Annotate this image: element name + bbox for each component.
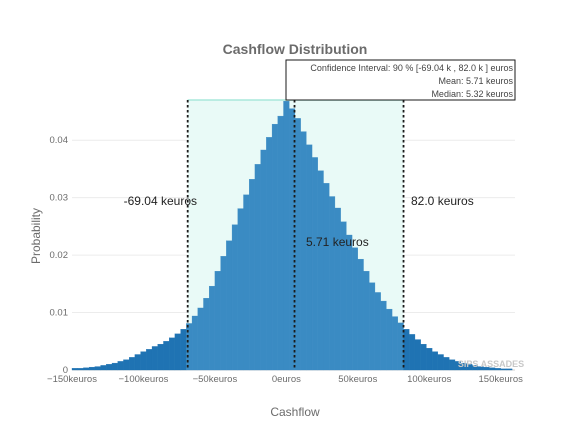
histogram-bar (506, 368, 513, 371)
histogram-bar (129, 357, 136, 371)
histogram-bar (391, 316, 398, 371)
histogram-bar (140, 351, 147, 371)
histogram-bar (420, 343, 427, 371)
histogram-bar (77, 368, 84, 371)
histogram-bar (277, 115, 284, 371)
histogram-bar (426, 348, 433, 371)
histogram-bar (351, 247, 358, 371)
mean-label: 5.71 keuros (306, 235, 369, 249)
histogram-bar (106, 364, 113, 371)
histogram-bar (363, 271, 370, 371)
histogram-bar (317, 170, 324, 371)
info-mean: Mean: 5.71 keuros (438, 76, 513, 86)
y-tick-label: 0.01 (50, 308, 69, 319)
x-tick-label: 100keuros (407, 374, 452, 385)
histogram-bar (283, 100, 290, 371)
histogram-bar (271, 123, 278, 371)
histogram-bar (220, 256, 227, 371)
histogram-bar (117, 361, 124, 371)
x-axis-ticks: −150keuros −100keuros −50keuros 0euros 50keu… (47, 374, 523, 385)
histogram-bar (191, 315, 198, 371)
x-tick-label: 150keuros (479, 374, 524, 385)
histogram-bar (243, 194, 250, 371)
histogram-bar (71, 368, 78, 371)
y-axis-ticks: 0 0.01 0.02 0.03 0.04 (50, 135, 69, 376)
histogram-bar (266, 137, 273, 371)
histogram-bar (374, 292, 381, 371)
x-tick-label: −100keuros (118, 374, 168, 385)
y-tick-label: 0.02 (50, 250, 69, 261)
histogram-bar (334, 207, 341, 371)
histogram-bar (369, 282, 376, 371)
histogram-bar (231, 224, 238, 371)
histogram-bar (134, 354, 141, 371)
histogram-bar (94, 366, 101, 371)
x-tick-label: −150keuros (47, 374, 97, 385)
histogram-bars (71, 100, 513, 371)
histogram-bar (209, 285, 216, 371)
histogram-bar (226, 240, 233, 371)
info-box: Confidence Interval: 90 % [-69.04 k , 82… (285, 59, 516, 101)
x-tick-label: 0euros (272, 374, 301, 385)
y-tick-label: 0.04 (50, 135, 69, 146)
y-tick-label: 0.03 (50, 193, 69, 204)
histogram-bar (237, 208, 244, 371)
histogram-bar (157, 343, 164, 371)
histogram-bar (414, 339, 421, 371)
histogram-bar (431, 351, 438, 371)
info-median: Median: 5.32 keuros (431, 89, 513, 99)
histogram-bar (203, 298, 210, 371)
ci-low-label: -69.04 keuros (124, 194, 197, 208)
marker-lines (186, 100, 405, 370)
histogram-bar (88, 366, 96, 371)
histogram-bar (83, 367, 90, 371)
histogram-bar (386, 308, 393, 371)
info-box-frame (285, 59, 516, 101)
x-axis-title: Cashflow (270, 405, 320, 419)
histogram-bar (214, 271, 221, 371)
histogram-bar (437, 354, 444, 371)
histogram-bar (100, 365, 107, 371)
info-confidence-interval: Confidence Interval: 90 % [-69.04 k , 82… (310, 63, 513, 73)
histogram-bar (500, 368, 507, 371)
histogram-bar (249, 179, 256, 371)
histogram-bar (329, 196, 336, 371)
y-axis-title: Probability (29, 208, 43, 264)
histogram-bar (197, 307, 204, 371)
histogram-bar (174, 333, 181, 371)
histogram-bar (111, 362, 118, 371)
y-tick-label: 0 (63, 365, 68, 376)
chart-title: Cashflow Distribution (223, 41, 368, 57)
histogram-bar (443, 357, 450, 371)
histogram-bar (323, 183, 330, 371)
histogram-bar (146, 349, 153, 371)
histogram-bar (311, 157, 318, 371)
histogram-bar (357, 258, 364, 371)
histogram-bar (294, 118, 301, 371)
histogram-bar (306, 144, 313, 371)
histogram-bar (169, 337, 176, 371)
ci-high-label: 82.0 keuros (411, 194, 474, 208)
histogram-bar (380, 300, 387, 371)
histogram-bar (254, 164, 261, 371)
histogram-bar (346, 234, 353, 371)
histogram-bar (409, 334, 416, 371)
x-tick-label: −50keuros (193, 374, 238, 385)
x-tick-label: 50keuros (338, 374, 377, 385)
histogram-bar (163, 341, 170, 371)
histogram-bar (123, 359, 130, 371)
histogram-bar (180, 329, 187, 371)
histogram-bar (260, 149, 267, 371)
histogram-bar (449, 359, 456, 371)
histogram-bar (300, 131, 307, 371)
histogram-bar (151, 346, 158, 371)
watermark-logo: SIPS ASSADES (458, 359, 524, 369)
